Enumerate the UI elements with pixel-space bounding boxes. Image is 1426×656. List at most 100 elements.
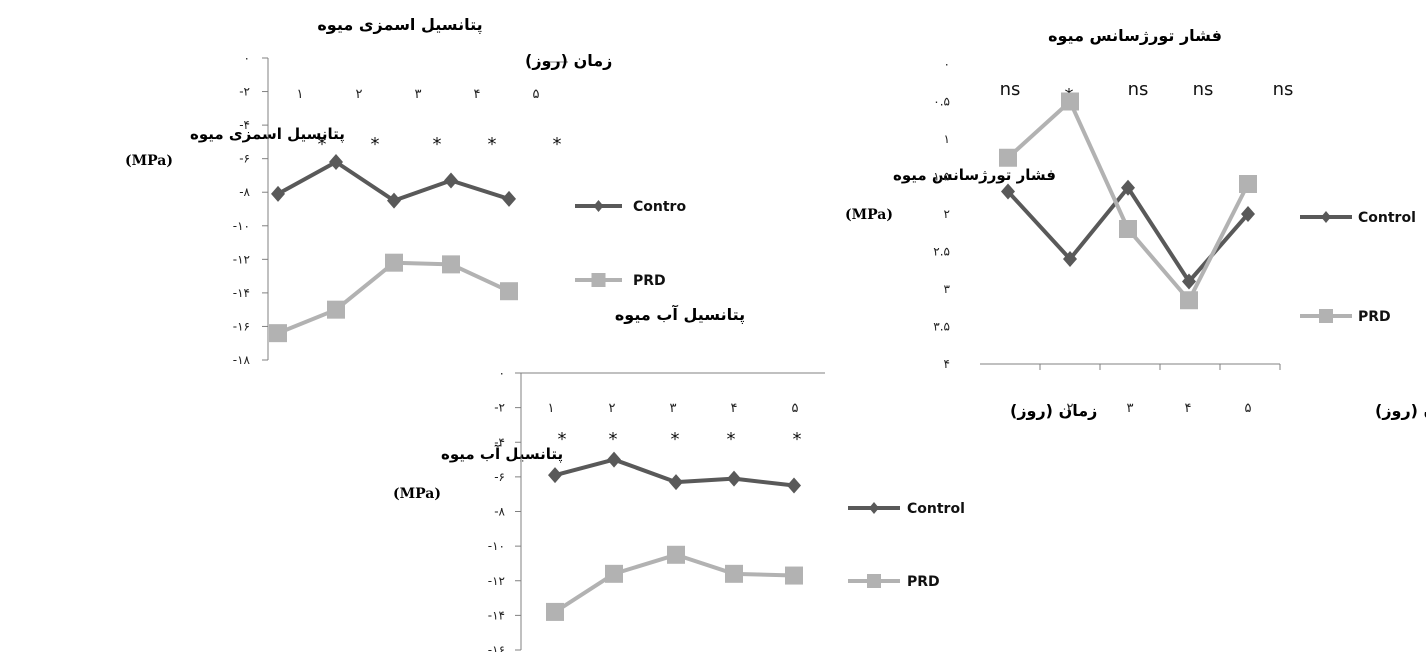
water-legend-prd-label: PRD [907, 574, 940, 590]
turgor-x-axis-label: زمان (روز) [1375, 401, 1426, 420]
osmotic-x-axis-label: زمان (روز) [525, 51, 612, 70]
osmotic-y-tick-label: -۱۲ [233, 252, 250, 266]
turgor-y-tick-label: ۳ [944, 282, 951, 296]
osmotic-series-prd-line [277, 260, 510, 336]
water-prd-point [725, 564, 743, 583]
osmotic-significance-label: * [318, 134, 327, 155]
turgor-y-tick-label: ۲ [944, 207, 950, 221]
turgor-control-point [1241, 206, 1255, 222]
turgor-y-tick-label: ۱ [944, 132, 950, 146]
osmotic-legend-control-label: Contro [633, 199, 686, 215]
osmotic-y-tick-label: -۴ [239, 118, 250, 132]
water-prd-point [605, 564, 623, 583]
water-x-category-label: ۳ [670, 401, 677, 416]
water-x-category-label: ۱ [548, 401, 555, 416]
turgor-x-category-label: ۲ [1067, 401, 1074, 416]
osmotic-x-category-label: ۲ [356, 87, 363, 102]
osmotic-x-category-label: ۵ [533, 87, 540, 102]
water-prd-point [546, 602, 564, 621]
water-y-tick-label: -۴ [494, 435, 505, 449]
water-significance-label: * [671, 429, 680, 450]
osmotic-prd-point [269, 324, 287, 343]
turgor-control-point [1001, 183, 1015, 200]
turgor-control-point [1121, 179, 1135, 196]
osmotic-potential-chart: پتانسیل اسمزی میوه پتانسیل اسمزی میوه (M… [125, 15, 686, 367]
osmotic-prd-point [385, 253, 403, 272]
turgor-prd-point [1119, 220, 1137, 238]
osmotic-y-tick-label: -۱۶ [233, 319, 250, 333]
osmotic-prd-point [442, 255, 460, 274]
water-control-point [727, 470, 741, 487]
water-significance-label: * [609, 429, 618, 450]
turgor-significance-label: ns [1000, 79, 1021, 100]
osmotic-y-tick-label: -۲ [239, 85, 250, 99]
turgor-y-tick-label: ۱.۵ [933, 170, 950, 184]
turgor-legend-prd-marker [1319, 309, 1333, 323]
water-y-tick-label: -۱۶ [488, 643, 505, 652]
osmotic-control-point [329, 154, 343, 171]
turgor-x-category-label: ۵ [1245, 401, 1252, 416]
osmotic-control-point [502, 190, 516, 207]
turgor-y-tick-label: ۳.۵ [933, 320, 950, 334]
water-potential-chart: پتانسیل آب میوه پتانسیل آب میوه (MPa) ۰ -… [393, 304, 965, 656]
turgor-legend-control-marker [1321, 211, 1331, 223]
water-y-axis-unit: (MPa) [393, 486, 441, 502]
turgor-legend-control-label: Control [1358, 210, 1416, 226]
water-control-point [669, 474, 683, 491]
osmotic-legend-control-marker [593, 200, 604, 212]
turgor-legend-prd-label: PRD [1358, 309, 1391, 325]
water-legend-control-marker [869, 502, 879, 514]
osmotic-x-category-label: ۴ [474, 87, 481, 102]
water-legend-prd-marker [867, 574, 881, 588]
turgor-control-point [1063, 251, 1077, 267]
turgor-x-category-label: ۴ [1185, 401, 1192, 416]
water-control-point [607, 451, 621, 468]
water-prd-point [667, 545, 685, 564]
osmotic-chart-title: پتانسیل اسمزی میوه [317, 15, 482, 35]
osmotic-prd-point [327, 300, 345, 319]
water-x-category-label: ۲ [609, 401, 616, 416]
osmotic-y-tick-label: -۱۰ [233, 219, 250, 233]
osmotic-significance-label: * [433, 134, 442, 155]
water-y-tick-label: -۱۴ [488, 608, 505, 622]
turgor-y-tick-label: ۴ [944, 357, 950, 371]
osmotic-y-axis-label: پتانسیل اسمزی میوه [190, 125, 345, 144]
water-chart-title: پتانسیل آب میوه [615, 304, 745, 325]
osmotic-control-point [444, 172, 458, 189]
osmotic-y-tick-label: -۱۴ [233, 286, 250, 300]
water-legend-control-label: Control [907, 501, 965, 517]
osmotic-significance-label: * [371, 134, 380, 155]
water-y-tick-label: -۲ [494, 401, 505, 415]
water-y-tick-label: -۶ [494, 470, 505, 484]
osmotic-control-point [387, 192, 401, 209]
osmotic-y-axis-unit: (MPa) [125, 153, 173, 169]
turgor-x-category-label: ۳ [1127, 401, 1134, 416]
osmotic-x-category-label: ۳ [415, 87, 422, 102]
turgor-x-axis-label-left: زمان (روز) [1010, 401, 1097, 420]
osmotic-y-tick-label: ۰ [244, 51, 250, 65]
turgor-prd-point [1239, 175, 1257, 193]
water-significance-label: * [727, 429, 736, 450]
water-significance-label: * [558, 429, 567, 450]
water-prd-point [785, 566, 803, 585]
water-y-tick-label: -۸ [494, 505, 505, 519]
water-y-tick-label: ۰ [499, 366, 505, 380]
water-significance-label: * [793, 429, 802, 450]
water-x-category-label: ۴ [731, 401, 738, 416]
osmotic-y-tick-label: -۱۸ [233, 353, 251, 367]
osmotic-legend-prd-marker [591, 273, 606, 287]
osmotic-significance-label: * [488, 134, 497, 155]
osmotic-x-category-label: ۱ [297, 87, 304, 102]
water-y-tick-label: -۱۲ [488, 574, 505, 588]
osmotic-y-tick-label: -۸ [239, 185, 250, 199]
turgor-series-prd-line [1006, 99, 1250, 303]
osmotic-y-tick-label: -۶ [239, 152, 250, 166]
turgor-prd-point [1180, 291, 1198, 310]
turgor-y-tick-label: ۰ [944, 57, 950, 71]
turgor-y-axis-unit: (MPa) [845, 207, 893, 223]
turgor-prd-point [1061, 92, 1079, 111]
turgor-y-tick-label: ۲.۵ [933, 245, 950, 259]
turgor-chart-title: فشار تورژسانس میوه [1048, 26, 1222, 45]
osmotic-significance-label: * [553, 134, 562, 155]
